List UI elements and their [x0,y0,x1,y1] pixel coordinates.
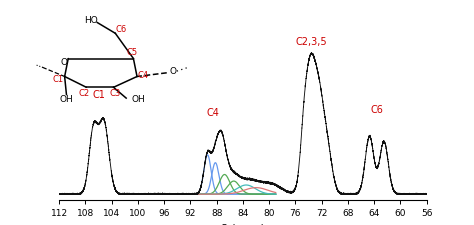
Text: C6: C6 [115,25,127,34]
Text: C1: C1 [92,90,105,100]
Text: O: O [60,58,67,67]
Text: C5: C5 [127,48,138,57]
Text: O: O [170,68,177,76]
Text: C6: C6 [371,105,384,115]
Text: C1: C1 [53,75,64,84]
Text: OH: OH [60,94,73,104]
Text: HO: HO [84,16,98,25]
Text: C4: C4 [207,108,220,118]
Text: C3: C3 [109,89,121,98]
Text: C4: C4 [138,71,149,80]
Text: OH: OH [132,95,146,104]
Text: C2,3,5: C2,3,5 [296,37,328,47]
Text: C2: C2 [79,89,90,98]
X-axis label: δ (ppm): δ (ppm) [221,224,265,225]
